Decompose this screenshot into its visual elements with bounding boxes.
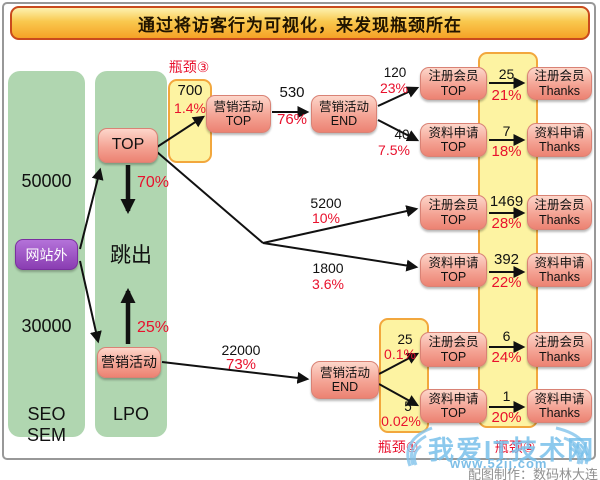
node-label: TOP	[440, 140, 467, 154]
node-label: 资料申请	[534, 391, 585, 406]
flow-value: 25	[397, 332, 413, 347]
node-register-thanks-3: 注册会员 Thanks	[527, 332, 592, 367]
node-label: 资料申请	[534, 125, 585, 140]
node-request-top-3: 资料申请 TOP	[420, 389, 487, 423]
flow-rate: 73%	[225, 356, 257, 373]
title-banner: 通过将访客行为可视化，来发现瓶颈所在	[10, 6, 590, 40]
flow-rate: 0.02%	[381, 413, 421, 429]
node-label: TOP	[440, 406, 467, 420]
flow-rate: 3.6%	[312, 276, 344, 292]
flow-rate: 76%	[276, 111, 308, 128]
node-label: TOP	[440, 349, 467, 364]
flow-value: 7	[502, 123, 511, 139]
flow-rate: 20%	[491, 409, 522, 426]
bottleneck-2-label: 瓶颈②	[494, 439, 536, 455]
node-register-thanks-1: 注册会员 Thanks	[527, 67, 592, 100]
seo-top-volume: 50000	[21, 171, 72, 191]
node-request-top-2: 资料申请 TOP	[420, 253, 487, 287]
node-label: 资料申请	[428, 255, 479, 270]
bounce-rate-label: 70%	[136, 174, 170, 191]
node-label: 营销活动	[318, 99, 369, 114]
node-label: TOP	[111, 136, 145, 154]
bottleneck-2-zone	[478, 52, 538, 428]
node-label: 注册会员	[534, 335, 585, 350]
node-label: 注册会员	[428, 198, 479, 213]
node-label: END	[330, 114, 358, 128]
flow-rate: 7.5%	[378, 142, 410, 158]
node-label: 注册会员	[534, 198, 585, 213]
node-label: 注册会员	[428, 335, 479, 350]
node-label: 资料申请	[428, 125, 479, 140]
node-label: Thanks	[539, 212, 580, 227]
node-label: TOP	[440, 83, 467, 98]
flow-rate: 21%	[491, 87, 522, 104]
flow-rate: 24%	[491, 349, 522, 366]
node-register-thanks-2: 注册会员 Thanks	[527, 195, 592, 230]
node-campaign-end-lower: 营销活动 END	[311, 361, 379, 399]
node-label: 资料申请	[534, 255, 585, 270]
bottleneck-3-label: 瓶颈③	[168, 59, 210, 75]
node-label: 营销活动	[213, 99, 264, 114]
node-request-thanks-2: 资料申请 Thanks	[527, 253, 592, 287]
node-label: 资料申请	[428, 391, 479, 406]
node-label: END	[331, 380, 359, 394]
flow-value: 1800	[312, 260, 344, 276]
flow-value: 392	[493, 251, 520, 268]
flow-rate: 1.4%	[174, 100, 206, 116]
node-request-top-1: 资料申请 TOP	[420, 123, 487, 157]
node-label: TOP	[440, 212, 467, 227]
node-register-top-3: 注册会员 TOP	[420, 332, 487, 367]
node-label: 注册会员	[428, 69, 479, 84]
flow-rate: 10%	[311, 210, 341, 226]
node-label: TOP	[225, 114, 252, 128]
flow-value: 25	[498, 66, 515, 82]
node-label: Thanks	[539, 406, 580, 420]
node-top: TOP	[98, 128, 158, 163]
node-request-thanks-1: 资料申请 Thanks	[527, 123, 592, 157]
node-label: 营销活动	[319, 365, 370, 380]
node-label: 注册会员	[534, 69, 585, 84]
flow-rate: 28%	[491, 215, 522, 232]
flow-rate: 18%	[491, 143, 522, 160]
flow-value: 40	[394, 127, 410, 142]
seo-bottom-volume: 30000	[21, 316, 72, 336]
return-rate-label: 25%	[136, 319, 170, 336]
node-label: Thanks	[539, 83, 580, 98]
node-label: Thanks	[539, 140, 580, 154]
node-campaign-top: 营销活动 TOP	[206, 95, 271, 133]
lpo-footer-label: LPO	[112, 404, 150, 424]
node-request-thanks-3: 资料申请 Thanks	[527, 389, 592, 423]
bounce-label: 跳出	[110, 244, 152, 267]
flow-value: 1	[502, 388, 511, 404]
node-campaign: 营销活动	[97, 347, 161, 378]
flow-rate: 0.1%	[384, 346, 416, 362]
flow-value: 6	[502, 328, 511, 344]
node-label: Thanks	[539, 270, 580, 284]
bottleneck-1-label: 瓶颈①	[377, 439, 419, 455]
flow-value: 1469	[489, 193, 524, 210]
flow-value: 120	[383, 65, 407, 80]
flow-rate: 22%	[491, 274, 522, 291]
page-title: 通过将访客行为可视化，来发现瓶颈所在	[138, 15, 462, 35]
node-register-top-1: 注册会员 TOP	[420, 67, 487, 100]
external-site-box: 网站外	[15, 239, 78, 270]
watermark-credit: 配图制作：数码林大连	[468, 467, 599, 480]
node-label: Thanks	[539, 349, 580, 364]
seo-sem-footer-label: SEO SEM	[26, 404, 66, 445]
flow-value: 5	[404, 399, 412, 414]
node-label: 营销活动	[101, 354, 157, 371]
flow-value: 5200	[310, 195, 342, 211]
flow-value: 700	[177, 82, 203, 99]
node-label: TOP	[440, 270, 467, 284]
node-register-top-2: 注册会员 TOP	[420, 195, 487, 230]
flow-value: 530	[279, 84, 305, 101]
node-campaign-end-upper: 营销活动 END	[311, 95, 377, 133]
flow-value: 22000	[221, 342, 261, 358]
flow-rate: 23%	[379, 80, 409, 96]
external-site-label: 网站外	[25, 246, 68, 263]
